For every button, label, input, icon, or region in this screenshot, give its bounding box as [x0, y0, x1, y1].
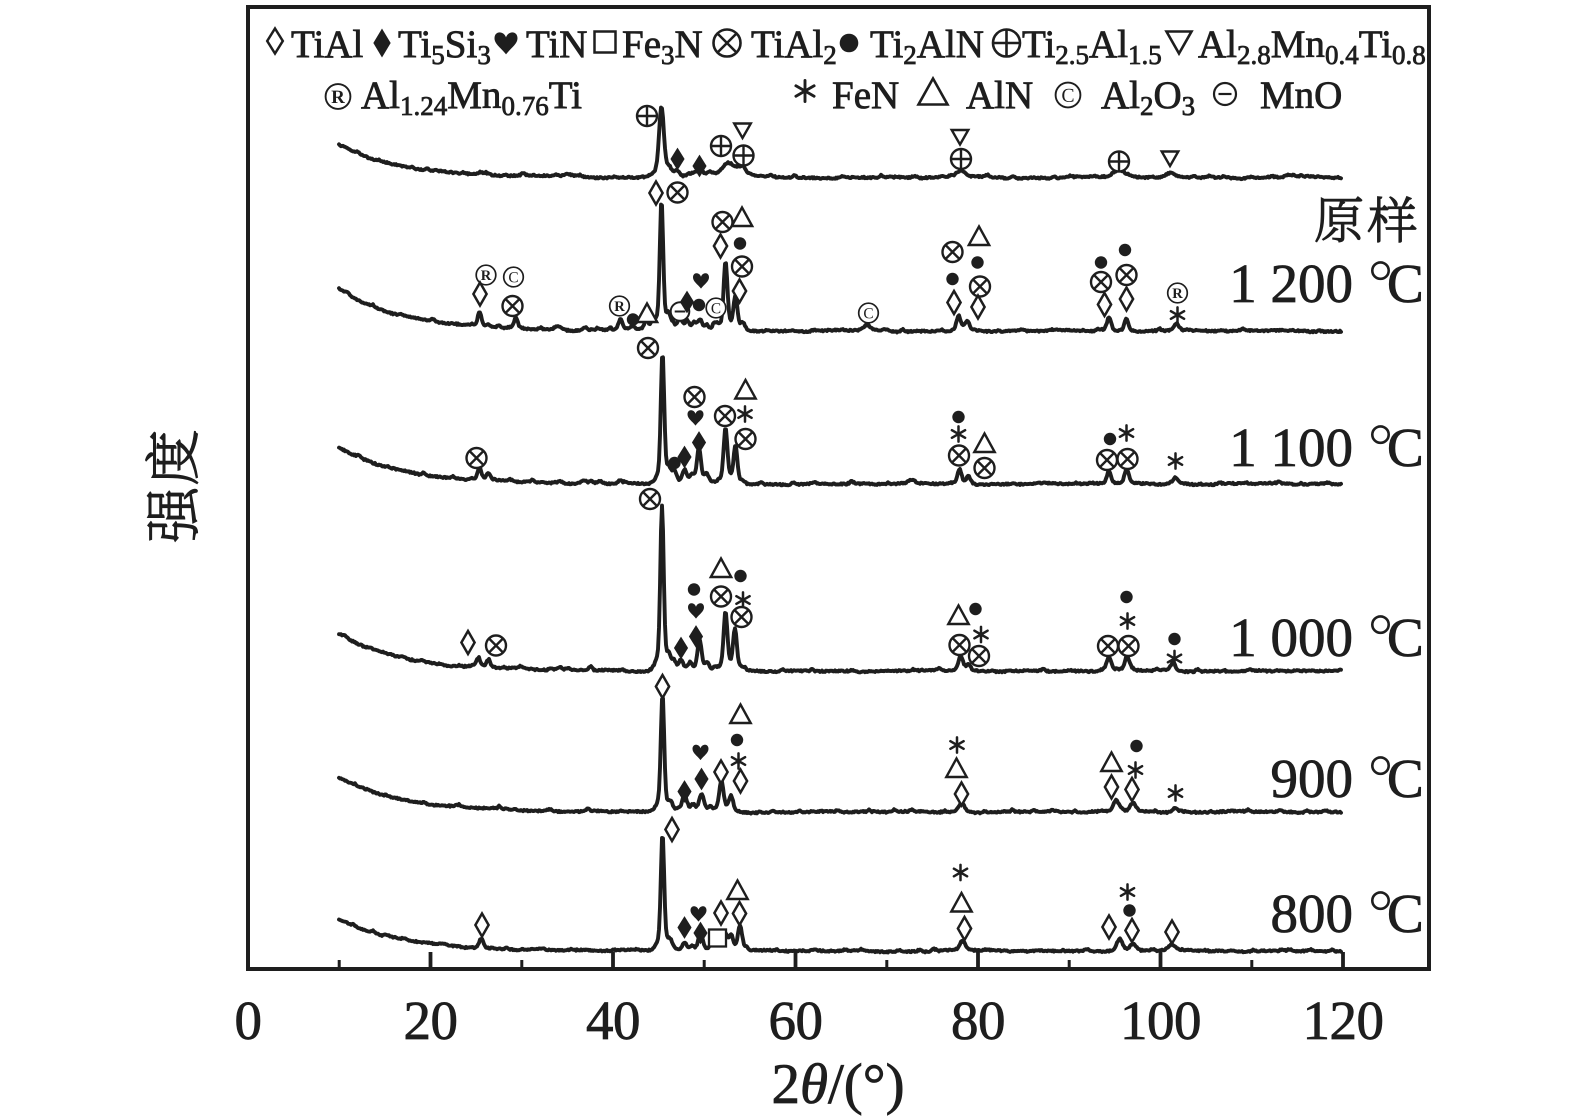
svg-text:900: 900: [1271, 748, 1354, 809]
svg-text:TiAl2​: TiAl2​: [751, 23, 837, 70]
svg-text:MnO: MnO: [1260, 74, 1342, 117]
svg-text:Ti2.5​Al1.5​: Ti2.5​Al1.5​: [1022, 23, 1162, 70]
svg-text:80: 80: [951, 990, 1005, 1051]
svg-text:2θ/(°): 2θ/(°): [771, 1053, 904, 1116]
svg-text:Al2.8​Mn0.4​Ti0.8​: Al2.8​Mn0.4​Ti0.8​: [1198, 23, 1426, 70]
svg-text:1 000: 1 000: [1229, 607, 1353, 668]
svg-text:100: 100: [1120, 990, 1201, 1051]
svg-text:40: 40: [586, 990, 640, 1051]
svg-text:Al1.24​Mn0.76​Ti: Al1.24​Mn0.76​Ti: [361, 74, 582, 121]
svg-text:60: 60: [769, 990, 823, 1051]
svg-text:TiN: TiN: [526, 23, 587, 66]
svg-text:Ti5​Si3​: Ti5​Si3​: [398, 23, 491, 70]
svg-text:20: 20: [404, 990, 458, 1051]
svg-text:C: C: [1387, 253, 1424, 314]
svg-text:1 200: 1 200: [1229, 253, 1353, 314]
svg-text:C: C: [1387, 883, 1424, 944]
svg-text:C: C: [1387, 417, 1424, 478]
svg-text:1 100: 1 100: [1229, 417, 1353, 478]
svg-text:C: C: [1387, 607, 1424, 668]
svg-text:120: 120: [1303, 990, 1384, 1051]
svg-text:Ti2​AlN: Ti2​AlN: [870, 23, 984, 70]
svg-text:C: C: [1387, 748, 1424, 809]
svg-text:TiAl: TiAl: [291, 23, 363, 66]
svg-text:800: 800: [1271, 883, 1354, 944]
svg-text:FeN: FeN: [832, 74, 899, 117]
svg-text:AlN: AlN: [966, 74, 1033, 117]
svg-text:0: 0: [235, 990, 262, 1051]
